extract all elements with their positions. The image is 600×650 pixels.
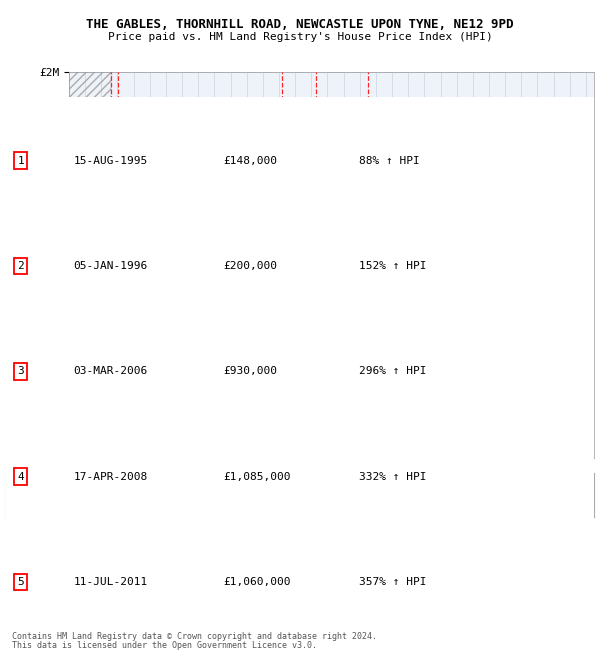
Text: £1,060,000: £1,060,000 xyxy=(224,577,291,587)
Text: 88% ↑ HPI: 88% ↑ HPI xyxy=(359,156,419,166)
Text: 17-APR-2008: 17-APR-2008 xyxy=(74,472,148,482)
Text: 03-MAR-2006: 03-MAR-2006 xyxy=(74,367,148,376)
Text: Price paid vs. HM Land Registry's House Price Index (HPI): Price paid vs. HM Land Registry's House … xyxy=(107,32,493,42)
Text: 5: 5 xyxy=(17,577,24,587)
Text: 5: 5 xyxy=(365,101,371,111)
Text: 357% ↑ HPI: 357% ↑ HPI xyxy=(359,577,426,587)
Text: HPI: Average price, detached house, North Tyneside: HPI: Average price, detached house, Nort… xyxy=(50,502,344,512)
Text: This data is licensed under the Open Government Licence v3.0.: This data is licensed under the Open Gov… xyxy=(12,641,317,650)
Text: Contains HM Land Registry data © Crown copyright and database right 2024.: Contains HM Land Registry data © Crown c… xyxy=(12,632,377,641)
Text: 296% ↑ HPI: 296% ↑ HPI xyxy=(359,367,426,376)
Text: 11-JUL-2011: 11-JUL-2011 xyxy=(74,577,148,587)
Text: 152% ↑ HPI: 152% ↑ HPI xyxy=(359,261,426,271)
Text: £930,000: £930,000 xyxy=(224,367,278,376)
Text: 1: 1 xyxy=(17,156,24,166)
Text: 3: 3 xyxy=(17,367,24,376)
Text: 4: 4 xyxy=(313,101,319,111)
Bar xyxy=(69,72,112,458)
Text: 2: 2 xyxy=(17,261,24,271)
Text: 1: 1 xyxy=(108,101,115,111)
Text: 15-AUG-1995: 15-AUG-1995 xyxy=(74,156,148,166)
Text: 3: 3 xyxy=(278,101,285,111)
Text: 332% ↑ HPI: 332% ↑ HPI xyxy=(359,472,426,482)
Bar xyxy=(69,72,112,458)
Text: THE GABLES, THORNHILL ROAD, NEWCASTLE UPON TYNE, NE12 9PD (detached house): THE GABLES, THORNHILL ROAD, NEWCASTLE UP… xyxy=(50,480,485,489)
Text: 2: 2 xyxy=(115,101,121,111)
Text: THE GABLES, THORNHILL ROAD, NEWCASTLE UPON TYNE, NE12 9PD: THE GABLES, THORNHILL ROAD, NEWCASTLE UP… xyxy=(86,18,514,31)
Text: 05-JAN-1996: 05-JAN-1996 xyxy=(74,261,148,271)
Text: £148,000: £148,000 xyxy=(224,156,278,166)
Text: £200,000: £200,000 xyxy=(224,261,278,271)
Text: £1,085,000: £1,085,000 xyxy=(224,472,291,482)
Text: 4: 4 xyxy=(17,472,24,482)
